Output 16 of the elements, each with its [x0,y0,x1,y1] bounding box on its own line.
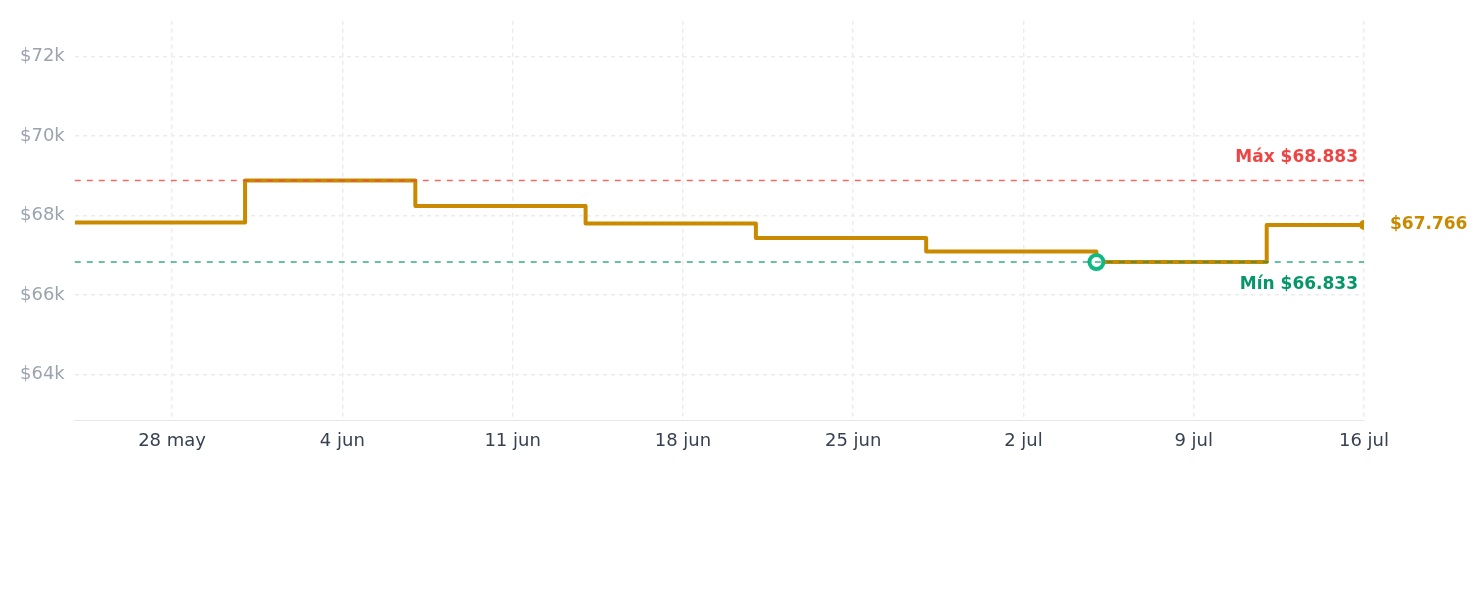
y-tick-label: $64k [20,362,66,384]
x-tick-label: 4 jun [319,428,365,450]
x-tick-label: 2 jul [1004,428,1043,450]
x-tick-label: 11 jun [484,428,541,450]
y-tick-label: $72k [20,44,66,66]
y-tick-label: $70k [20,123,66,145]
x-tick-label: 9 jul [1174,428,1214,450]
y-tick-label: $68k [20,203,66,225]
ref-line-label: Máx $68.883 [1235,146,1358,167]
x-tick-label: 28 may [138,428,207,450]
ref-line-label: Mín $66.833 [1239,272,1358,293]
annotation: $67.766 [1390,213,1468,234]
x-tick-label: 18 jun [654,428,712,450]
x-tick-label: 25 jun [824,428,882,450]
x-tick-label: 16 jul [1338,428,1390,450]
y-tick-label: $66k [20,282,66,304]
